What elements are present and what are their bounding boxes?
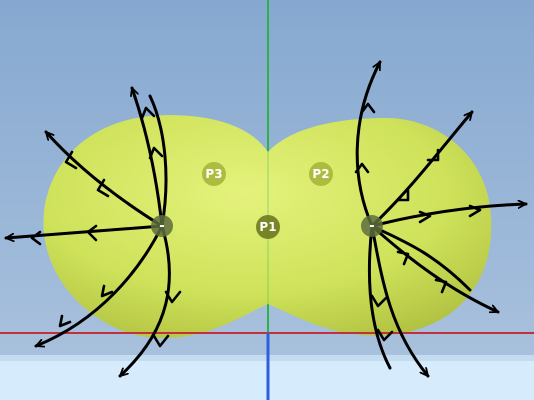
point-p1[interactable]: P1 [256, 215, 280, 239]
point-p3-label: P3 [205, 167, 222, 181]
field-line [355, 60, 382, 228]
flow-chevrons [30, 102, 482, 348]
field-lines-right [355, 60, 528, 378]
charge-right-marker[interactable] [361, 215, 383, 237]
point-p2[interactable]: P2 [309, 162, 333, 186]
field-line [118, 224, 171, 378]
charge-right[interactable]: - [361, 215, 383, 237]
field-line [132, 86, 164, 228]
charge-right-sign: - [369, 219, 374, 234]
field-line [370, 204, 528, 228]
field-line [34, 224, 164, 346]
point-p1-label: P1 [259, 220, 276, 234]
point-p3-marker[interactable] [202, 162, 226, 186]
field-line [370, 110, 474, 228]
field-line [148, 94, 168, 228]
field-line [370, 224, 430, 378]
point-p1-marker[interactable] [256, 215, 280, 239]
field-line [370, 224, 500, 314]
field-line [4, 224, 164, 238]
point-p3[interactable]: P3 [202, 162, 226, 186]
charge-left[interactable]: - [151, 215, 173, 237]
charge-left-marker[interactable] [151, 215, 173, 237]
point-p2-label: P2 [312, 167, 329, 181]
field-line [367, 224, 392, 370]
point-p2-marker[interactable] [309, 162, 333, 186]
charge-left-sign: - [159, 219, 164, 234]
